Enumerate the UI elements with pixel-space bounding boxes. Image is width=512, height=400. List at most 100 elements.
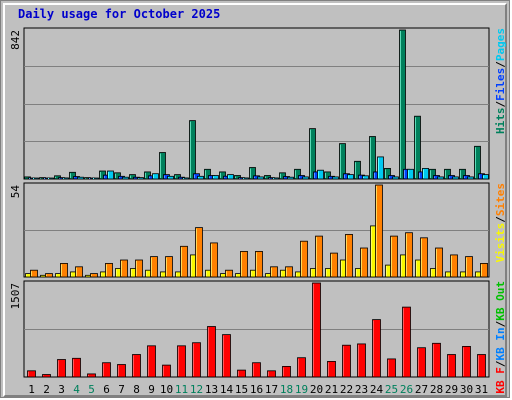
bar-pages-day-9 [152, 173, 159, 180]
bar-kb-f-day-2 [42, 374, 51, 378]
bar-sites-day-23 [360, 247, 368, 278]
bar-kb-f-day-7 [117, 364, 126, 378]
x-axis-label-day-28: 28 [430, 383, 443, 396]
legend-entry: Sites [494, 183, 507, 216]
bar-kb-f-day-1 [27, 370, 36, 378]
x-axis-label-day-2: 2 [43, 383, 50, 396]
bar-hits-day-10 [159, 152, 166, 180]
bar-kb-f-day-22 [342, 344, 351, 378]
x-axis-label-day-27: 27 [415, 383, 428, 396]
x-axis-label-day-29: 29 [445, 383, 458, 396]
bar-pages-day-17 [272, 177, 279, 180]
bar-sites-day-5 [90, 273, 98, 278]
bar-pages-day-16 [257, 176, 264, 180]
x-axis-label-day-24: 24 [370, 383, 384, 396]
bar-sites-day-28 [435, 247, 443, 278]
bar-pages-day-2 [47, 177, 54, 180]
bar-sites-day-8 [135, 259, 143, 278]
bar-sites-day-1 [30, 269, 38, 278]
x-axis-label-day-7: 7 [118, 383, 125, 396]
bar-sites-day-13 [210, 242, 218, 278]
bar-hits-day-4 [69, 171, 76, 180]
bar-kb-f-day-14 [222, 334, 231, 378]
bar-pages-day-12 [197, 175, 204, 180]
x-axis-label-day-4: 4 [73, 383, 80, 396]
chart-title: Daily usage for October 2025 [18, 7, 221, 21]
bar-sites-day-27 [420, 237, 428, 278]
bar-pages-day-7 [122, 176, 129, 180]
bar-kb-f-day-8 [132, 354, 141, 378]
bar-sites-day-30 [465, 256, 473, 278]
bar-sites-day-21 [330, 252, 338, 278]
chart-bevel [3, 3, 507, 397]
x-axis-label-day-31: 31 [475, 383, 488, 396]
bar-pages-day-21 [332, 176, 339, 180]
bar-sites-day-9 [150, 256, 158, 278]
x-axis-label-day-12: 12 [190, 383, 203, 396]
bar-kb-f-day-9 [147, 345, 156, 378]
bar-pages-day-20 [317, 169, 324, 180]
legend-entry: KB Out [494, 281, 507, 321]
bar-sites-day-24 [375, 184, 383, 278]
bar-pages-day-28 [437, 176, 444, 180]
bar-kb-f-day-23 [357, 343, 366, 378]
x-axis-label-day-18: 18 [280, 383, 293, 396]
legend-entry: Visits [494, 223, 507, 263]
bar-sites-day-31 [480, 262, 488, 278]
bar-hits-day-25 [384, 167, 391, 180]
legend-entry: KB In [494, 327, 507, 360]
legend-entry: / [494, 216, 507, 223]
bar-pages-day-3 [62, 177, 69, 180]
bar-hits-day-16 [249, 167, 256, 180]
bar-sites-day-18 [285, 266, 293, 278]
bar-kb-f-day-10 [162, 364, 171, 378]
bar-sites-day-25 [390, 235, 398, 278]
bar-hits-day-26 [399, 29, 406, 180]
bar-sites-day-3 [60, 262, 68, 278]
bar-sites-day-2 [45, 273, 53, 278]
bar-kb-f-day-11 [177, 345, 186, 378]
legend-entry: Files [494, 68, 507, 101]
bar-kb-f-day-29 [447, 354, 456, 378]
bar-kb-f-day-17 [267, 370, 276, 378]
x-axis-label-day-15: 15 [235, 383, 248, 396]
bar-kb-f-day-3 [57, 359, 66, 378]
bar-pages-day-11 [182, 177, 189, 180]
bar-pages-day-14 [227, 174, 234, 180]
x-axis-label-day-14: 14 [220, 383, 234, 396]
bar-pages-day-10 [167, 175, 174, 180]
x-axis-label-day-25: 25 [385, 383, 398, 396]
legend-entry: / [494, 320, 507, 327]
panel-bottom-ymax-label: 1507 [9, 283, 22, 310]
bar-hits-day-12 [189, 120, 196, 180]
bar-sites-day-6 [105, 262, 113, 278]
bar-kb-f-day-28 [432, 342, 441, 378]
bar-pages-day-19 [302, 176, 309, 180]
bar-kb-f-day-16 [252, 362, 261, 378]
bar-pages-day-31 [482, 174, 489, 180]
bar-pages-day-4 [77, 176, 84, 180]
x-axis-label-day-17: 17 [265, 383, 278, 396]
bar-sites-day-22 [345, 233, 353, 278]
bar-kb-f-day-31 [477, 354, 486, 378]
x-axis-label-day-23: 23 [355, 383, 368, 396]
bar-pages-day-5 [92, 177, 99, 180]
bar-sites-day-20 [315, 235, 323, 278]
panel-bottom-legend: KB F/KB In/KB Out [494, 281, 507, 394]
bar-pages-day-8 [137, 177, 144, 180]
bar-sites-day-15 [240, 250, 248, 278]
bar-hits-day-14 [219, 171, 226, 180]
bar-kb-f-day-26 [402, 306, 411, 378]
x-axis-label-day-19: 19 [295, 383, 308, 396]
x-axis-label-day-6: 6 [103, 383, 110, 396]
bar-pages-day-26 [407, 168, 414, 180]
bar-hits-day-30 [459, 168, 466, 180]
x-axis-label-day-11: 11 [175, 383, 188, 396]
bar-kb-f-day-13 [207, 326, 216, 378]
bar-hits-day-19 [294, 168, 301, 180]
bar-kb-f-day-19 [297, 357, 306, 378]
bar-hits-day-21 [324, 171, 331, 180]
bar-sites-day-7 [120, 259, 128, 278]
x-axis-label-day-10: 10 [160, 383, 173, 396]
